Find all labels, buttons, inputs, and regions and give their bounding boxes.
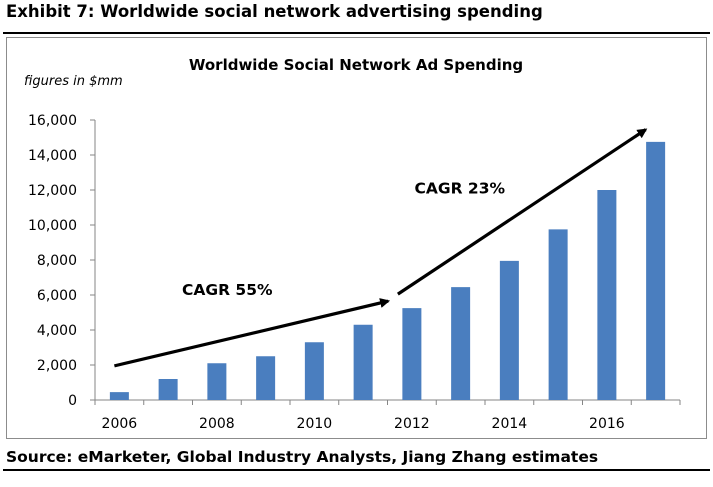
bar-2014 [499,260,519,400]
bar-2017 [646,141,666,400]
bar-2012 [402,308,422,400]
x-tick-label: 2016 [589,416,625,432]
cagr-label-2: CAGR 23% [414,180,505,198]
annotations: CAGR 55% CAGR 23% [114,128,648,368]
y-axis: 0 2,000 4,000 6,000 8,000 10,000 12,000 14,000 1… [28,113,96,409]
x-tick-label: 2012 [394,416,430,432]
y-tick-label: 4,000 [37,323,77,339]
bar-2013 [451,287,471,400]
cagr-arrow-1 [114,298,391,368]
bar-2009 [256,356,276,400]
y-tick-label: 0 [68,393,77,409]
bottom-rule [3,469,710,471]
source-note: Source: eMarketer, Global Industry Analy… [6,448,599,466]
x-axis: 2006 2008 2010 2012 2014 2016 [94,399,681,432]
y-tick-label: 14,000 [28,148,77,164]
chart-frame [6,37,707,439]
y-tick-label: 12,000 [28,183,77,199]
exhibit-title: Exhibit 7: Worldwide social network adve… [6,2,543,21]
bar-2007 [158,379,178,400]
y-tick-label: 10,000 [28,218,77,234]
cagr-arrow-2 [396,128,648,296]
top-rule [3,32,710,34]
bar-2011 [353,324,373,400]
units-label: figures in $mm [24,74,123,89]
cagr-label-1: CAGR 55% [182,281,273,299]
y-tick-label: 16,000 [28,113,77,129]
chart-title: Worldwide Social Network Ad Spending [189,56,523,74]
bar-2006 [109,392,129,400]
bar-2016 [597,190,617,400]
bar-2008 [207,363,227,400]
x-tick-label: 2014 [492,416,528,432]
bar-2010 [304,342,324,400]
x-tick-label: 2008 [199,416,235,432]
y-tick-label: 2,000 [37,358,77,374]
bars [109,141,666,400]
bar-2015 [548,229,568,400]
x-tick-label: 2006 [102,416,138,432]
y-tick-label: 8,000 [37,253,77,269]
y-tick-label: 6,000 [37,288,77,304]
x-tick-label: 2010 [297,416,333,432]
